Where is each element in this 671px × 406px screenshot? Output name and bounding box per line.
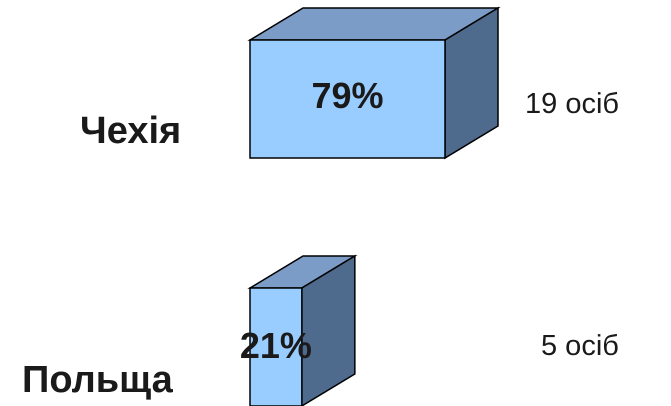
bar-front-face xyxy=(249,39,446,159)
bar-1 xyxy=(247,6,501,160)
count-label: 19 осіб xyxy=(525,88,619,120)
category-label: Польща xyxy=(22,359,174,401)
value-label: 21% xyxy=(240,325,312,366)
bar-front-face xyxy=(249,287,303,406)
bars-group xyxy=(247,6,501,406)
value-label: 79% xyxy=(311,75,383,116)
category-label: Чехія xyxy=(80,110,181,152)
bar-2 xyxy=(247,254,358,406)
labels-group: 79% Чехія 19 осіб 21% Польща 5 осіб xyxy=(22,75,619,401)
count-label: 5 осіб xyxy=(541,330,619,362)
